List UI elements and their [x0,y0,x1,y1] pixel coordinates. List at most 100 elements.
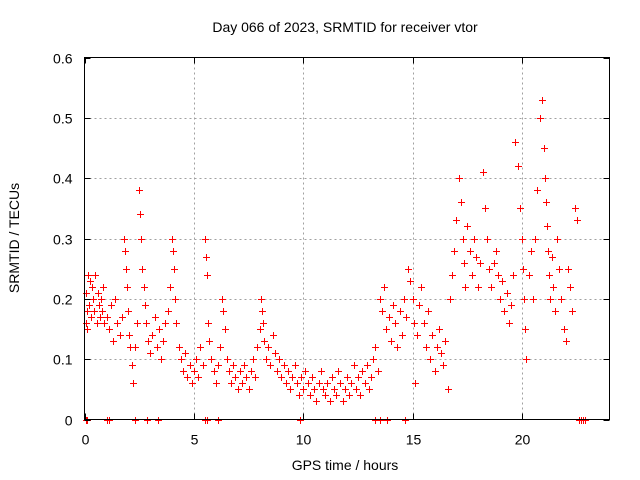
data-point [440,362,447,369]
data-point [88,314,95,321]
data-point [550,284,557,291]
data-point [246,386,253,393]
data-point [318,368,325,375]
data-point [344,374,351,381]
data-point [98,296,105,303]
data-point [193,356,200,363]
data-point [436,326,443,333]
data-point [178,356,185,363]
data-point [534,187,541,194]
data-point [506,320,513,327]
data-point [302,368,309,375]
data-point [171,266,178,273]
data-point [340,398,347,405]
data-point [132,344,139,351]
data-point [90,296,97,303]
data-point [526,272,533,279]
data-point [519,236,526,243]
data-point [250,356,257,363]
data-point [375,368,382,375]
data-point [176,344,183,351]
data-point [94,320,101,327]
x-tick-label: 20 [515,432,531,448]
data-point [539,97,546,104]
y-tick-label: 0.3 [53,232,73,248]
data-point [549,254,556,261]
data-point [355,374,362,381]
data-point [351,362,358,369]
data-point [333,392,340,399]
axis-ticks: 0 0.1 0.2 0.3 0.4 0.5 0.6 0 5 10 15 20 [53,51,610,448]
data-point [484,236,491,243]
data-point [362,380,369,387]
data-point [274,368,281,375]
data-point [283,380,290,387]
data-point [384,417,391,424]
data-point [392,320,399,327]
data-point [546,272,553,279]
data-point [195,374,202,381]
data-point [377,296,384,303]
data-point [165,308,172,315]
data-point [144,417,151,424]
data-point [515,163,522,170]
data-point [263,356,270,363]
data-point [230,362,237,369]
data-point [138,236,145,243]
data-point [353,386,360,393]
data-point [287,386,294,393]
data-point [259,308,266,315]
data-point [254,344,261,351]
data-point [342,386,349,393]
y-tick-label: 0.1 [53,352,73,368]
data-point [222,326,229,333]
data-point [167,284,174,291]
data-point [442,338,449,345]
data-point [117,332,124,339]
data-point [467,248,474,255]
data-point [258,296,265,303]
data-point [155,417,162,424]
data-point [305,380,312,387]
data-point [425,308,432,315]
data-point [410,296,417,303]
data-point [521,296,528,303]
data-point [224,356,231,363]
grid [84,57,610,420]
data-point [300,386,307,393]
data-point [197,344,204,351]
data-point [96,302,103,309]
data-point [239,380,246,387]
data-point [123,266,130,273]
data-point [337,380,344,387]
data-point [542,175,549,182]
data-point [563,338,570,345]
data-point [366,386,373,393]
data-point [322,392,329,399]
data-point [438,350,445,357]
data-point [434,344,441,351]
data-point [202,236,209,243]
data-points [83,97,589,424]
plot-frame [84,57,610,420]
x-tick-label: 5 [191,432,199,448]
data-point [554,236,561,243]
data-point [510,272,517,279]
data-point [142,302,149,309]
data-point [530,296,537,303]
data-point [405,266,412,273]
data-point [213,380,220,387]
data-point [461,260,468,267]
data-point [320,386,327,393]
data-point [390,302,397,309]
data-point [569,308,576,315]
data-point [383,326,390,333]
data-point [572,205,579,212]
data-point [215,417,222,424]
data-point [401,296,408,303]
data-point [143,320,150,327]
data-point [464,223,471,230]
data-point [547,296,554,303]
data-point [407,278,414,285]
